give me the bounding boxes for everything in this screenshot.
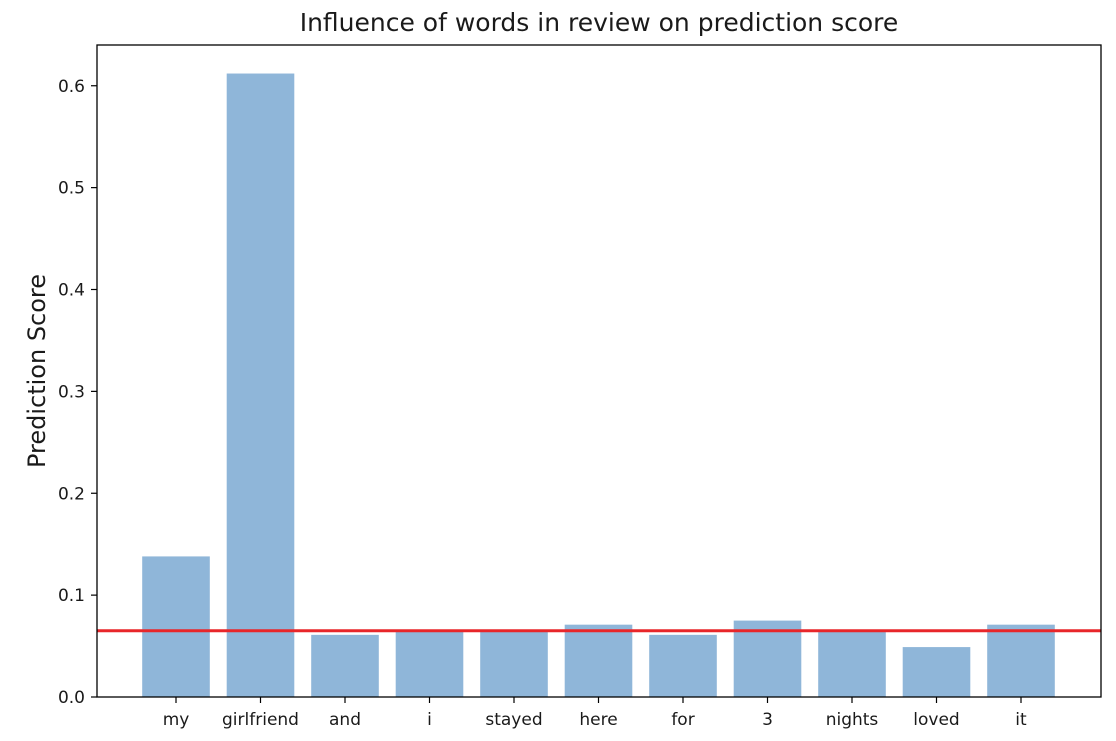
x-tick-label: for: [671, 710, 694, 730]
y-tick-label: 0.0: [58, 688, 85, 708]
bar-3: [733, 620, 802, 697]
bar-my: [142, 556, 210, 697]
x-tick-label: loved: [913, 710, 959, 730]
bar-stayed: [480, 630, 548, 697]
y-tick-label: 0.5: [58, 179, 85, 199]
x-tick-label: here: [579, 710, 617, 730]
x-tick-label: stayed: [485, 710, 542, 730]
chart-title: Influence of words in review on predicti…: [300, 8, 899, 37]
plot-frame: [96, 44, 1102, 698]
x-tick-label: 3: [762, 710, 773, 730]
bar-and: [311, 634, 379, 697]
x-tick-label: i: [427, 710, 432, 730]
bar-girlfriend: [226, 73, 295, 697]
axes-layer: my girlfriend and i stayed here for 3 nights love…: [58, 44, 1102, 730]
x-tick-label: nights: [826, 710, 879, 730]
bar-it: [987, 624, 1055, 697]
bar-for: [649, 634, 717, 697]
x-tick-label: girlfriend: [222, 710, 299, 730]
y-tick-label: 0.3: [58, 382, 85, 402]
bar-here: [564, 624, 633, 697]
y-tick-label: 0.4: [58, 281, 85, 301]
x-tick-label: it: [1015, 710, 1027, 730]
bar-i: [395, 630, 464, 697]
bar-loved: [902, 647, 971, 697]
bars-layer: [142, 73, 1055, 697]
x-tick-label: my: [163, 710, 190, 730]
x-tick-label: and: [329, 710, 361, 730]
y-tick-label: 0.2: [58, 484, 85, 504]
y-axis-label: Prediction Score: [23, 274, 51, 468]
bar-nights: [818, 629, 886, 697]
y-tick-label: 0.6: [58, 77, 85, 97]
y-tick-label: 0.1: [58, 586, 85, 606]
